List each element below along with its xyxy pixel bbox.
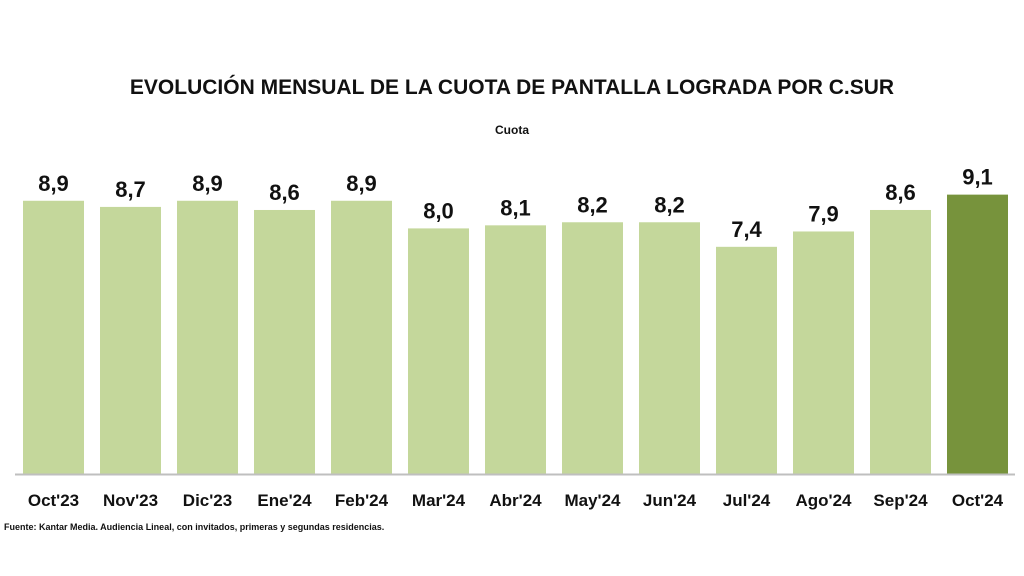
x-tick-label: Oct'23: [28, 491, 79, 510]
bar: [947, 194, 1008, 474]
data-label: 8,9: [192, 171, 223, 196]
data-label: 8,6: [269, 180, 300, 205]
bar: [793, 231, 854, 474]
data-label: 8,2: [654, 192, 685, 217]
bar: [716, 246, 777, 474]
data-label: 9,1: [962, 165, 993, 190]
data-label: 8,1: [500, 195, 531, 220]
data-label: 7,4: [731, 217, 762, 242]
data-label: 8,7: [115, 177, 146, 202]
data-label: 8,9: [38, 171, 69, 196]
data-label: 8,2: [577, 192, 608, 217]
data-label: 8,9: [346, 171, 377, 196]
x-tick-label: Oct'24: [952, 491, 1004, 510]
x-tick-label: Ene'24: [257, 491, 312, 510]
x-tick-label: Dic'23: [183, 491, 232, 510]
data-label: 8,6: [885, 180, 916, 205]
bar: [562, 222, 623, 474]
bar: [485, 225, 546, 474]
x-tick-label: Sep'24: [873, 491, 928, 510]
x-tick-label: Jun'24: [643, 491, 697, 510]
bar: [100, 206, 161, 474]
data-label: 7,9: [808, 201, 839, 226]
source-footer: Fuente: Kantar Media. Audiencia Lineal, …: [4, 522, 385, 532]
data-label: 8,0: [423, 198, 454, 223]
bar: [23, 200, 84, 474]
chart-subtitle: Cuota: [495, 123, 529, 137]
x-tick-label: Mar'24: [412, 491, 466, 510]
chart-title: EVOLUCIÓN MENSUAL DE LA CUOTA DE PANTALL…: [129, 76, 895, 99]
bar: [254, 209, 315, 475]
x-tick-label: May'24: [564, 491, 621, 510]
bar: [408, 228, 469, 474]
x-tick-label: Ago'24: [796, 491, 853, 510]
bar: [177, 200, 238, 474]
x-tick-label: Feb'24: [335, 491, 389, 510]
x-tick-label: Jul'24: [723, 491, 771, 510]
x-tick-label: Abr'24: [489, 491, 542, 510]
x-tick-label: Nov'23: [103, 491, 158, 510]
bar: [870, 209, 931, 475]
bar: [639, 222, 700, 474]
bar: [331, 200, 392, 474]
